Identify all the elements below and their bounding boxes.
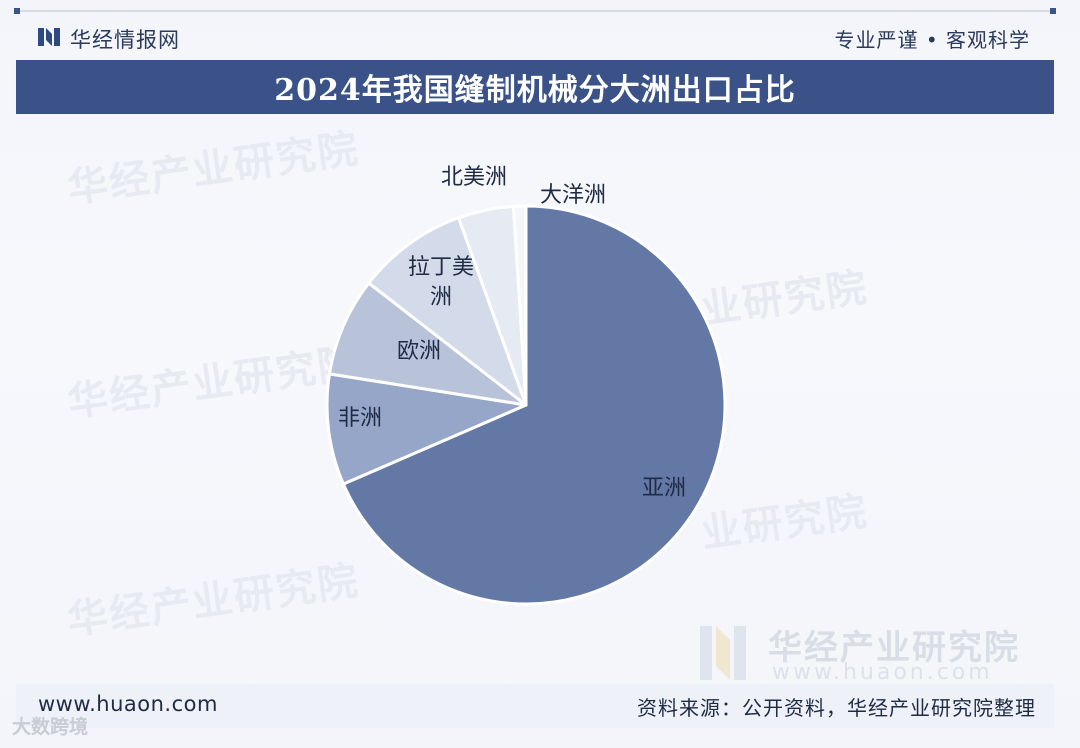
slice-label-europe: 欧洲 xyxy=(397,339,441,364)
top-rule xyxy=(14,8,1056,14)
slice-label-africa: 非洲 xyxy=(338,406,382,431)
slice-label-latin-america: 拉丁美洲 xyxy=(408,255,474,310)
top-rule-right-cap xyxy=(1050,8,1056,14)
watermark-brand-url: www.huaon.com xyxy=(772,660,993,685)
website-link[interactable]: www.huaon.com xyxy=(38,692,218,716)
pie-slice-asia xyxy=(341,204,727,606)
slogan: 专业严谨 • 客观科学 xyxy=(834,28,1030,52)
title-bar: 2024年我国缝制机械分大洲出口占比 xyxy=(16,60,1054,114)
watermark-brand-name: 华经产业研究院 xyxy=(768,628,1020,668)
data-source: 资料来源：公开资料，华经产业研究院整理 xyxy=(637,696,1036,720)
top-rule-left-cap xyxy=(14,8,20,14)
pie-slice-latin-america xyxy=(367,216,528,407)
brand-name: 华经情报网 xyxy=(70,28,180,52)
corner-watermark: 大数跨境 xyxy=(12,716,89,738)
brand-logo-icon xyxy=(38,28,60,46)
chart-area: 华经产业研究院 华经产业研究院 华经产业研究院 业研究院 业研究院 亚洲 非洲 欧洲… xyxy=(0,118,1080,678)
pie-slice-europe xyxy=(327,281,528,407)
slice-label-north-america: 北美洲 xyxy=(441,165,507,190)
slice-label-oceania: 大洋洲 xyxy=(540,183,606,208)
slice-label-asia: 亚洲 xyxy=(642,476,686,501)
footer: www.huaon.com 资料来源：公开资料，华经产业研究院整理 xyxy=(16,684,1054,728)
watermark-logo-icon xyxy=(700,626,746,680)
watermark-brand: 华经产业研究院 www.huaon.com xyxy=(700,620,1040,690)
chart-title: 2024年我国缝制机械分大洲出口占比 xyxy=(274,73,796,108)
pie-slice-africa xyxy=(325,372,528,486)
pie-slice-oceania xyxy=(512,204,528,407)
header: 华经情报网 专业严谨 • 客观科学 xyxy=(14,12,1056,62)
